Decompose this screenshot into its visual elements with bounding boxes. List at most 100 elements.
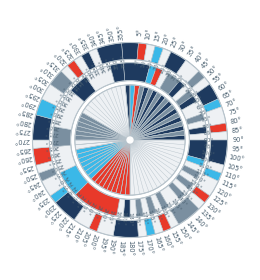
Text: 65°: 65° [196,102,207,111]
Text: 20°: 20° [162,32,172,45]
Wedge shape [42,84,64,106]
Wedge shape [130,95,165,140]
Wedge shape [74,206,96,228]
Text: 125°: 125° [210,195,227,209]
Text: 165°: 165° [146,209,155,224]
Text: 240°: 240° [54,174,69,185]
Wedge shape [140,197,150,216]
Text: 275°: 275° [14,127,31,134]
Text: 140°: 140° [174,193,187,207]
Wedge shape [187,192,205,209]
Wedge shape [130,117,182,140]
Wedge shape [203,167,222,181]
Text: 150°: 150° [178,225,191,242]
Wedge shape [75,182,120,216]
Wedge shape [91,140,130,182]
Wedge shape [181,165,200,179]
Wedge shape [98,140,130,188]
Wedge shape [55,192,84,220]
Text: 5°: 5° [136,28,143,36]
Wedge shape [210,132,228,140]
Wedge shape [170,197,199,225]
Text: 290°: 290° [20,97,37,109]
Wedge shape [196,84,218,106]
Wedge shape [176,90,193,106]
Circle shape [127,137,133,143]
Text: 80°: 80° [230,117,243,125]
Text: 140°: 140° [192,215,207,231]
Wedge shape [75,85,185,195]
Text: 55°: 55° [189,90,200,100]
Text: 265°: 265° [44,144,59,150]
Text: 100°: 100° [200,150,215,157]
Wedge shape [130,130,185,140]
Text: 310°: 310° [39,63,55,78]
Wedge shape [53,63,207,217]
Wedge shape [176,60,199,83]
Text: 355°: 355° [117,24,124,41]
Wedge shape [78,117,130,140]
Text: 235°: 235° [33,195,50,209]
Text: 65°: 65° [221,89,235,99]
Text: 245°: 245° [51,168,66,179]
Text: 335°: 335° [78,34,90,50]
Wedge shape [130,108,178,140]
Wedge shape [123,63,150,83]
Wedge shape [36,99,57,119]
Text: 355°: 355° [120,54,126,69]
Wedge shape [80,140,130,167]
Wedge shape [164,210,179,228]
Wedge shape [97,216,116,236]
Wedge shape [192,186,210,203]
Text: 220°: 220° [53,215,68,231]
Wedge shape [135,199,144,217]
Wedge shape [150,67,163,86]
Wedge shape [71,77,96,102]
Wedge shape [130,90,158,140]
Wedge shape [130,126,184,140]
Text: 225°: 225° [67,189,81,203]
Wedge shape [76,140,130,154]
Wedge shape [130,135,185,140]
Text: 145°: 145° [169,197,181,212]
Wedge shape [158,213,171,232]
Text: 200°: 200° [98,207,108,222]
Wedge shape [155,192,169,210]
Text: 225°: 225° [46,209,61,224]
Wedge shape [80,113,130,140]
Text: 45°: 45° [200,57,213,70]
Wedge shape [137,43,147,61]
Text: 10°: 10° [140,57,147,68]
Text: 280°: 280° [15,117,32,126]
Wedge shape [82,85,130,140]
Text: 190°: 190° [113,210,120,225]
Wedge shape [89,48,102,67]
Text: 315°: 315° [46,56,61,71]
Text: 15°: 15° [154,29,162,42]
Wedge shape [110,63,125,83]
Text: 100°: 100° [228,155,245,163]
Wedge shape [75,130,130,140]
Wedge shape [81,52,96,70]
Text: 165°: 165° [153,236,163,253]
Wedge shape [89,213,102,232]
Wedge shape [208,140,228,165]
Text: 170°: 170° [144,238,153,255]
Wedge shape [86,65,115,91]
Wedge shape [187,120,206,130]
Wedge shape [196,174,218,196]
Text: 340°: 340° [87,30,99,47]
Wedge shape [181,101,203,120]
Text: 190°: 190° [107,238,115,255]
Text: 305°: 305° [33,71,50,85]
Text: 110°: 110° [197,162,212,172]
Text: 240°: 240° [28,187,45,201]
Text: 330°: 330° [69,38,82,55]
Wedge shape [168,81,185,98]
Wedge shape [145,196,157,215]
Text: 25°: 25° [171,35,181,49]
Wedge shape [172,85,189,102]
Wedge shape [85,140,130,176]
Wedge shape [53,145,76,173]
Wedge shape [130,113,180,140]
